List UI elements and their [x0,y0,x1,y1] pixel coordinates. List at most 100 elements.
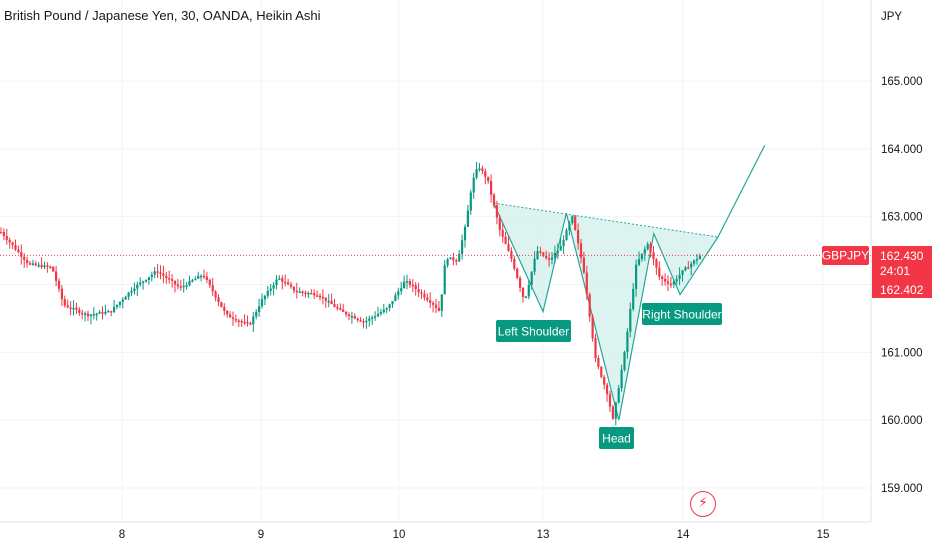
candle-body [371,317,374,319]
price-tick-label: 164.000 [881,144,923,156]
candle-body [405,281,409,283]
candle-body [142,281,145,283]
candle-body [226,310,229,315]
candle-body [548,258,551,260]
candle-body [510,250,513,259]
candle-body [672,281,675,285]
candle-body [458,253,461,262]
candle-body [240,320,243,323]
candle-body [487,176,490,182]
candle-body [101,312,104,314]
candle-body [530,271,533,285]
candle-body [533,258,536,272]
candle-body [591,316,594,339]
candle-body [545,256,548,259]
candle-body [307,292,310,295]
candle-body [432,302,435,305]
candle-body [539,251,542,253]
candle-body [130,291,133,293]
candle-body [139,282,142,285]
grid-lines [0,0,871,522]
candle-body [197,275,200,279]
head-and-shoulders-pattern [493,145,766,421]
price-axis-currency: JPY [881,11,902,23]
candle-body [559,246,562,251]
price-tick-label: 159.000 [881,483,923,495]
candle-body [382,309,385,313]
candle-body [20,252,23,257]
candle-body [646,244,649,250]
symbol-tag[interactable]: GBPJPY [822,246,869,265]
candle-body [121,299,124,302]
candle-body [214,291,217,298]
candle-body [449,257,452,260]
candle-body [675,279,678,282]
candle-body [159,272,162,275]
time-tick-label: 10 [393,529,406,541]
head-text: Head [602,432,631,446]
candle-body [394,295,397,301]
candle-body [495,205,498,218]
candle-body [321,296,324,299]
candle-body [498,217,501,230]
candle-body [229,314,232,318]
candle-body [246,322,249,324]
candle-body [165,275,168,279]
candle-body [136,284,139,289]
pattern-outline [493,202,719,421]
pattern-area [493,203,718,421]
left-shoulder-text: Left Shoulder [498,325,569,339]
time-axis[interactable]: 8 9 10 13 14 15 [119,529,830,541]
candle-body [284,281,287,284]
last-price-text: 162.430 [880,249,924,263]
candle-body [156,271,159,273]
candle-body [521,287,525,297]
candle-body [632,288,635,310]
candle-body [211,285,214,292]
candle-body [31,263,34,265]
candle-body [95,313,98,316]
candle-body [542,252,545,257]
time-tick-label: 15 [817,529,830,541]
candle-body [298,291,301,294]
projection-line [717,145,766,238]
candle-body [417,289,420,293]
candle-body [623,352,626,370]
candle-body [266,290,269,296]
candle-body [0,231,3,234]
candle-body [379,312,382,314]
candle-body [162,273,165,276]
candle-body [478,168,481,171]
candle-body [455,260,458,262]
candle-body [11,242,14,246]
neckline [493,202,719,238]
candle-body [527,284,530,297]
candle-body [188,280,191,286]
candle-body [287,282,290,285]
candle-body [481,168,484,172]
candle-body [205,276,208,280]
candle-body [81,312,84,315]
candle-body [202,275,206,278]
lightning-icon[interactable]: ⚡ [690,491,716,517]
candle-body [86,313,90,317]
candle-body [579,243,583,258]
candle-body [356,318,359,321]
candle-body [324,297,327,301]
candle-body [568,223,571,231]
candle-body [263,295,266,300]
candle-body [84,313,87,316]
candle-body [359,319,362,322]
candle-body [423,293,426,298]
candle-body [690,263,693,268]
candlestick-series [0,161,701,426]
candle-body [28,263,32,265]
time-tick-label: 9 [258,529,264,541]
candle-body [565,230,568,241]
candle-body [144,279,148,282]
candle-body [55,271,58,281]
candle-body [252,316,255,325]
candle-body [339,308,342,310]
candle-body [49,266,52,269]
